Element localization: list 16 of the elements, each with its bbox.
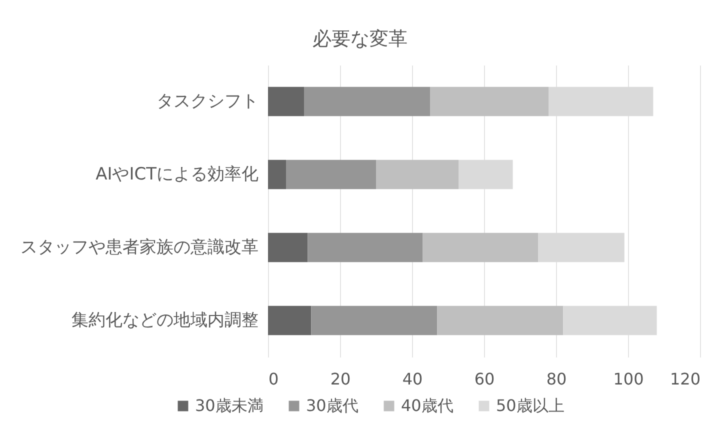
x-tick-label: 40 — [402, 370, 423, 388]
legend-label: 50歳以上 — [496, 396, 564, 415]
legend-label: 30歳未満 — [195, 396, 264, 415]
x-tick-label: 120 — [670, 370, 700, 388]
legend-label: 40歳代 — [401, 396, 454, 415]
x-tick-label: 60 — [474, 370, 495, 388]
y-tick-label: スタッフや患者家族の意識改革 — [20, 238, 258, 258]
chart-title: 必要な変革 — [312, 28, 408, 50]
y-tick-label: 集約化などの地域内調整 — [72, 310, 258, 330]
x-tick-label: 0 — [268, 370, 279, 388]
x-tick-label: 100 — [613, 370, 644, 388]
legend-label: 30歳代 — [306, 396, 358, 415]
y-tick-label: AIやICTによる効率化 — [96, 164, 258, 184]
y-tick-label: タスクシフト — [156, 92, 258, 112]
x-tick-label: 20 — [330, 370, 351, 388]
x-tick-label: 80 — [546, 370, 567, 388]
